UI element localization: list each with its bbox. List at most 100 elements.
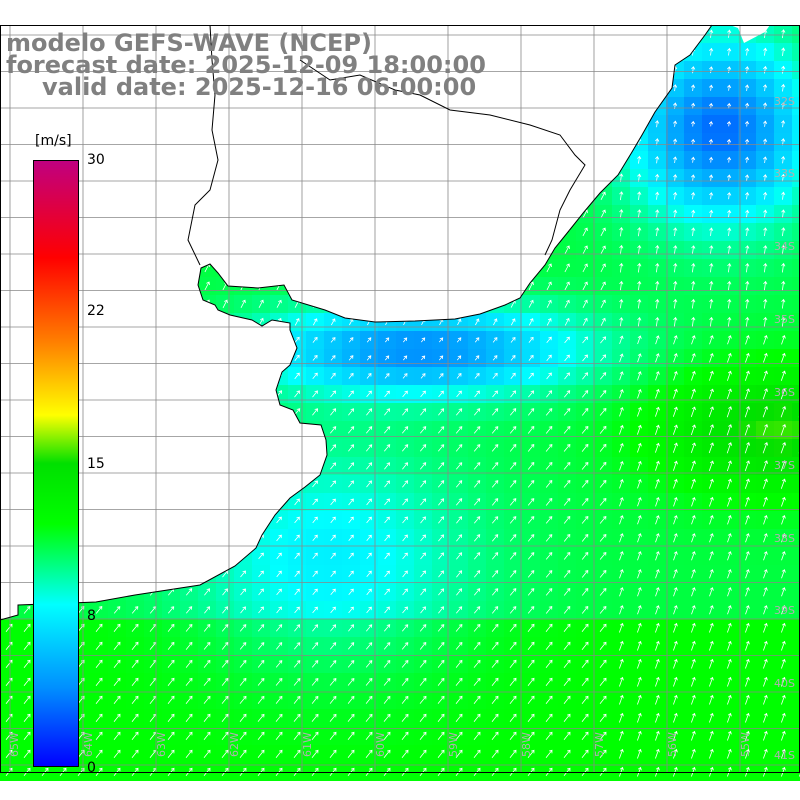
wind-arrow <box>473 731 481 740</box>
wind-arrow <box>438 516 445 524</box>
wind-arrow <box>781 280 786 291</box>
wind-arrow <box>691 478 696 489</box>
wind-arrow <box>330 570 336 578</box>
wind-arrow <box>744 423 751 436</box>
wind-arrow <box>673 496 678 507</box>
wind-arrow <box>763 352 768 363</box>
wind-arrow <box>527 516 535 524</box>
wind-speed-cell <box>792 673 800 691</box>
wind-arrow <box>763 605 768 615</box>
wind-arrow <box>727 298 732 309</box>
wind-arrow <box>655 209 660 218</box>
wind-arrow <box>384 516 390 524</box>
wind-arrow <box>564 281 570 291</box>
wind-arrow <box>474 372 480 379</box>
wind-speed-cell <box>792 439 800 457</box>
wind-arrow <box>419 426 427 434</box>
wind-arrow <box>545 570 553 578</box>
wind-arrow <box>384 552 390 560</box>
wind-arrow <box>600 281 606 291</box>
wind-arrow <box>691 694 696 705</box>
wind-arrow <box>491 480 499 488</box>
wind-arrow <box>131 731 139 740</box>
wind-arrow <box>582 263 588 273</box>
wind-arrow <box>527 498 535 506</box>
wind-arrow <box>275 624 283 632</box>
wind-arrow <box>709 245 714 255</box>
wind-arrow <box>167 641 175 650</box>
wind-arrow <box>763 551 768 561</box>
wind-arrow <box>528 281 534 291</box>
wind-speed-cell <box>792 745 800 763</box>
wind-arrow <box>546 318 552 326</box>
wind-arrow <box>745 533 750 543</box>
wind-arrow <box>113 606 121 614</box>
wind-arrow <box>637 424 642 435</box>
wind-arrow <box>600 227 606 237</box>
wind-arrow <box>491 462 499 470</box>
wind-arrow <box>727 227 732 236</box>
wind-speed-cell <box>792 277 800 295</box>
wind-arrow <box>348 337 354 343</box>
wind-arrow <box>509 480 517 488</box>
wind-arrow <box>763 245 768 255</box>
wind-arrow <box>690 424 696 436</box>
wind-arrow <box>258 588 264 596</box>
wind-arrow <box>637 622 642 633</box>
wind-arrow <box>709 192 714 200</box>
wind-arrow <box>384 588 390 596</box>
wind-arrow <box>599 605 607 614</box>
wind-arrow <box>240 588 246 596</box>
wind-arrow <box>763 316 768 327</box>
wind-arrow <box>655 388 660 399</box>
wind-arrow <box>347 677 355 686</box>
wind-arrow <box>473 570 481 578</box>
wind-arrow <box>420 588 426 596</box>
wind-arrow <box>528 299 534 308</box>
wind-arrow <box>95 677 103 686</box>
wind-arrow <box>23 695 31 704</box>
wind-arrow <box>347 426 355 434</box>
wind-arrow <box>763 174 768 182</box>
wind-arrow <box>563 623 571 632</box>
wind-arrow <box>709 569 714 579</box>
wind-arrow <box>582 245 588 255</box>
lon-label: 63W <box>155 732 168 757</box>
wind-arrow <box>185 731 193 740</box>
lon-label: 64W <box>82 732 95 757</box>
wind-arrow <box>402 498 408 506</box>
wind-arrow <box>275 731 283 740</box>
wind-arrow <box>113 677 121 686</box>
wind-arrow <box>691 515 696 525</box>
forecast-date: forecast date: 2025-12-09 18:00:00 <box>6 51 486 79</box>
wind-arrow <box>438 588 445 596</box>
wind-arrow <box>330 552 336 560</box>
wind-arrow <box>582 336 588 344</box>
wind-arrow <box>366 355 372 361</box>
wind-arrow <box>781 496 786 507</box>
wind-arrow <box>763 280 768 291</box>
wind-arrow <box>167 749 175 758</box>
wind-arrow <box>709 533 714 543</box>
wind-arrow <box>637 155 642 164</box>
wind-arrow <box>384 570 390 578</box>
wind-speed-cell <box>792 619 800 637</box>
wind-arrow <box>239 731 247 740</box>
wind-arrow <box>619 694 624 705</box>
wind-arrow <box>420 408 427 416</box>
wind-arrow <box>293 713 301 722</box>
lon-label: 58W <box>520 732 533 757</box>
lon-label: 56W <box>666 732 679 757</box>
wind-arrow <box>527 749 535 758</box>
wind-arrow <box>456 552 463 560</box>
wind-arrow <box>581 497 589 506</box>
wind-arrow <box>528 390 535 398</box>
wind-arrow <box>384 534 390 542</box>
wind-arrow <box>564 372 570 380</box>
wind-arrow <box>673 84 678 92</box>
wind-arrow <box>745 84 750 91</box>
wind-arrow <box>709 174 714 181</box>
wind-arrow <box>293 677 301 686</box>
wind-arrow <box>221 641 229 650</box>
wind-arrow <box>257 659 265 668</box>
